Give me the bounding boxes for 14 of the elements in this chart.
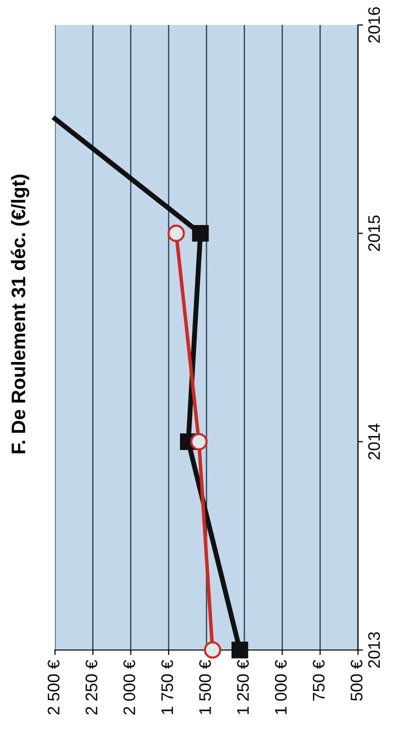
x-tick-label: 750 € xyxy=(312,660,325,701)
x-tick-label: 2 500 € xyxy=(48,660,60,714)
x-tick-label: 2 250 € xyxy=(86,660,98,714)
x-tick-label: 2 000 € xyxy=(123,660,136,714)
x-tick-label: 1 750 € xyxy=(161,660,174,714)
x-tick-label: 1 250 € xyxy=(237,660,249,714)
y-tick-label: 2014 xyxy=(368,424,380,460)
text: F. De Roulement 31 déc. (€/lgt) xyxy=(10,174,30,454)
y-tick-label: 2015 xyxy=(368,215,380,252)
y-tick-label: 2016 xyxy=(368,7,380,43)
x-tick-label: 1 500 € xyxy=(199,660,211,714)
x-tick-label: 500 € xyxy=(350,660,362,701)
y-tick-label: 2013 xyxy=(368,632,380,668)
x-tick-label: 1 000 € xyxy=(274,660,287,714)
